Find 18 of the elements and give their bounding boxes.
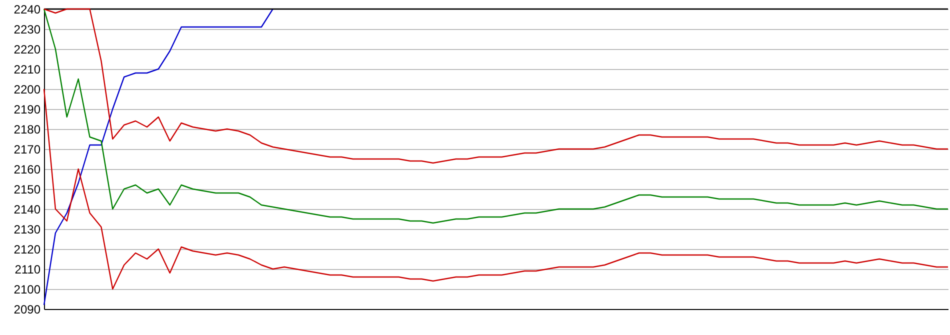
- y-tick-label: 2220: [14, 42, 41, 56]
- y-tick-label: 2160: [14, 162, 41, 176]
- y-tick-label: 2120: [14, 242, 41, 256]
- y-tick-label: 2130: [14, 222, 41, 236]
- y-tick-label: 2100: [14, 282, 41, 296]
- y-tick-label: 2240: [14, 2, 41, 16]
- y-tick-label: 2200: [14, 82, 41, 96]
- y-tick-label: 2140: [14, 202, 41, 216]
- y-tick-label: 2170: [14, 142, 41, 156]
- y-tick-label: 2180: [14, 122, 41, 136]
- y-tick-label: 2230: [14, 22, 41, 36]
- y-tick-label: 2110: [14, 262, 41, 276]
- y-tick-label: 2150: [14, 182, 41, 196]
- y-tick-label: 2090: [14, 302, 41, 316]
- y-tick-label: 2190: [14, 102, 41, 116]
- line-series: [43, 8, 274, 306]
- y-tick-label: 2210: [14, 62, 41, 76]
- line-series: [43, 88, 949, 290]
